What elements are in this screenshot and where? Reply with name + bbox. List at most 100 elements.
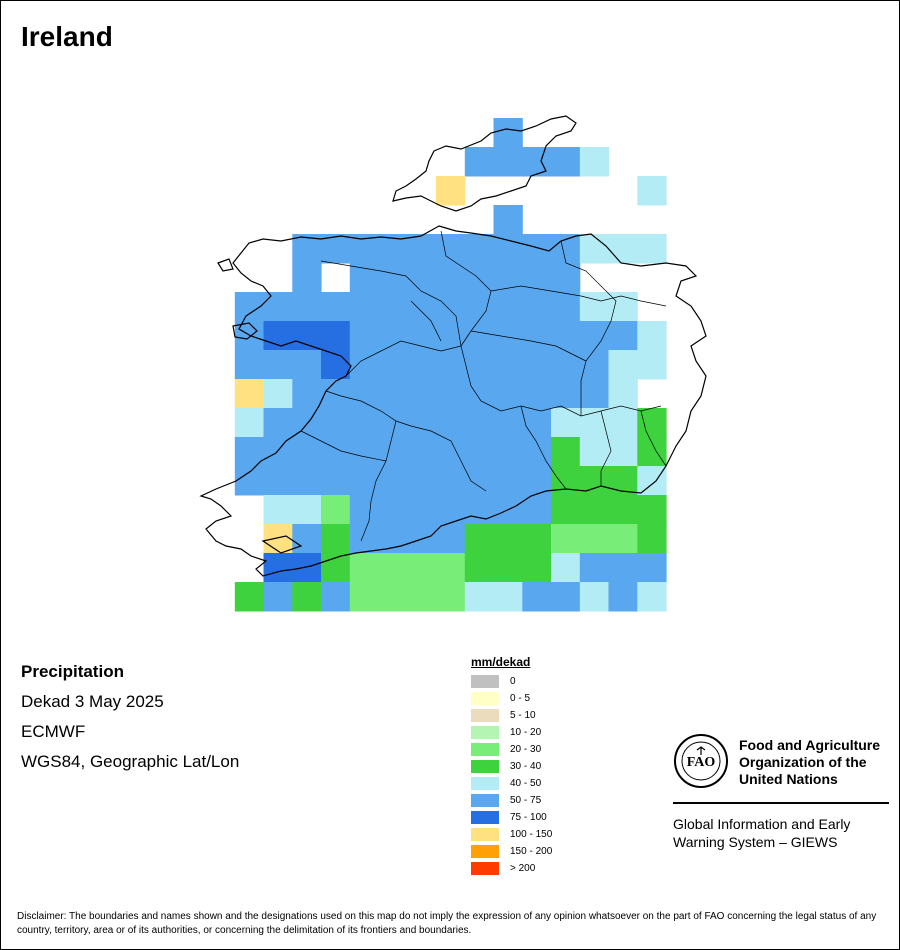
grid-cell bbox=[551, 495, 581, 525]
grid-cell bbox=[493, 582, 523, 612]
grid-cell bbox=[234, 437, 265, 467]
grid-cell bbox=[579, 147, 610, 177]
legend-title: mm/dekad bbox=[471, 655, 531, 669]
grid-cell bbox=[436, 437, 466, 467]
legend-swatch bbox=[471, 777, 499, 790]
legend-swatch bbox=[471, 811, 499, 824]
grid-cell bbox=[263, 553, 293, 583]
grid-cell bbox=[493, 205, 523, 235]
grid-cell bbox=[436, 321, 466, 351]
grid-cell bbox=[321, 495, 351, 525]
grid-cell bbox=[464, 553, 495, 583]
grid-cell bbox=[637, 350, 667, 380]
grid-cell bbox=[493, 437, 523, 467]
period-label: Dekad 3 May 2025 bbox=[21, 692, 164, 711]
grid-cell bbox=[493, 466, 523, 496]
grid-cell bbox=[551, 379, 581, 409]
map-info: Precipitation Dekad 3 May 2025 ECMWF WGS… bbox=[21, 657, 239, 777]
grid-cell bbox=[637, 553, 667, 583]
admin-boundary bbox=[640, 410, 667, 467]
grid-cell bbox=[522, 408, 552, 438]
grid-cell bbox=[522, 495, 552, 525]
grid-cell bbox=[579, 292, 610, 322]
divider bbox=[673, 802, 889, 804]
admin-boundary bbox=[520, 405, 567, 490]
legend-items: 0 0 - 5 5 - 10 10 - 20 20 - 30 30 - 40 40 - 50… bbox=[471, 673, 552, 877]
grid-cell bbox=[407, 350, 437, 380]
island bbox=[217, 258, 234, 272]
grid-cell bbox=[263, 408, 293, 438]
legend-item: 0 - 5 bbox=[471, 690, 552, 707]
legend-label: 75 - 100 bbox=[510, 812, 547, 823]
grid-cell bbox=[234, 582, 265, 612]
grid-cell bbox=[378, 437, 408, 467]
grid-cell bbox=[493, 234, 523, 264]
grid-cell bbox=[349, 553, 380, 583]
admin-boundary bbox=[320, 260, 462, 347]
grid-cell bbox=[551, 466, 581, 496]
admin-boundary bbox=[325, 390, 487, 492]
grid-cell bbox=[263, 321, 293, 351]
grid-cell bbox=[464, 524, 495, 554]
grid-cell bbox=[407, 466, 437, 496]
grid-cell bbox=[407, 321, 437, 351]
grid-cell bbox=[464, 263, 495, 293]
grid-cell bbox=[378, 582, 408, 612]
country-boundaries bbox=[199, 115, 707, 577]
grid-cell bbox=[464, 495, 495, 525]
grid-cell bbox=[263, 292, 293, 322]
grid-cell bbox=[608, 495, 638, 525]
grid-cell bbox=[292, 321, 322, 351]
legend-item: 100 - 150 bbox=[471, 826, 552, 843]
legend-item: 20 - 30 bbox=[471, 741, 552, 758]
grid-cell bbox=[407, 408, 437, 438]
grid-cell bbox=[349, 408, 380, 438]
grid-cell bbox=[234, 379, 265, 409]
grid-cell bbox=[522, 321, 552, 351]
legend-label: 20 - 30 bbox=[510, 744, 542, 755]
grid-cell bbox=[608, 379, 638, 409]
grid-cell bbox=[464, 321, 495, 351]
grid-cell bbox=[522, 147, 552, 177]
island bbox=[232, 322, 258, 340]
legend-swatch bbox=[471, 845, 499, 858]
grid-cell bbox=[321, 582, 351, 612]
grid-cell bbox=[263, 582, 293, 612]
grid-cell bbox=[378, 524, 408, 554]
grid-cell bbox=[407, 437, 437, 467]
grid-cell bbox=[292, 495, 322, 525]
grid-cell bbox=[378, 263, 408, 293]
grid-cell bbox=[349, 524, 380, 554]
grid-cell bbox=[579, 350, 610, 380]
grid-cell bbox=[349, 582, 380, 612]
legend-swatch bbox=[471, 743, 499, 756]
grid-cell bbox=[321, 408, 351, 438]
grid-cell bbox=[407, 292, 437, 322]
grid-cell bbox=[436, 350, 466, 380]
grid-cell bbox=[349, 292, 380, 322]
grid-cell bbox=[551, 553, 581, 583]
grid-cell bbox=[608, 553, 638, 583]
grid-cell bbox=[637, 321, 667, 351]
grid-cell bbox=[637, 437, 667, 467]
variable-label: Precipitation bbox=[21, 662, 124, 681]
grid-cell bbox=[493, 553, 523, 583]
grid-cell bbox=[493, 118, 523, 148]
grid-cell bbox=[493, 147, 523, 177]
grid-cell bbox=[263, 437, 293, 467]
legend-item: 5 - 10 bbox=[471, 707, 552, 724]
grid-cell bbox=[292, 582, 322, 612]
grid-cell bbox=[436, 553, 466, 583]
giews-line2: Warning System – GIEWS bbox=[673, 834, 838, 850]
grid-cell bbox=[349, 466, 380, 496]
grid-cell bbox=[349, 379, 380, 409]
island bbox=[261, 535, 303, 554]
grid-cell bbox=[378, 553, 408, 583]
grid-cell bbox=[292, 408, 322, 438]
grid-cell bbox=[522, 292, 552, 322]
grid-cell bbox=[263, 350, 293, 380]
grid-cell bbox=[522, 350, 552, 380]
grid-cell bbox=[579, 234, 610, 264]
grid-cell bbox=[292, 466, 322, 496]
